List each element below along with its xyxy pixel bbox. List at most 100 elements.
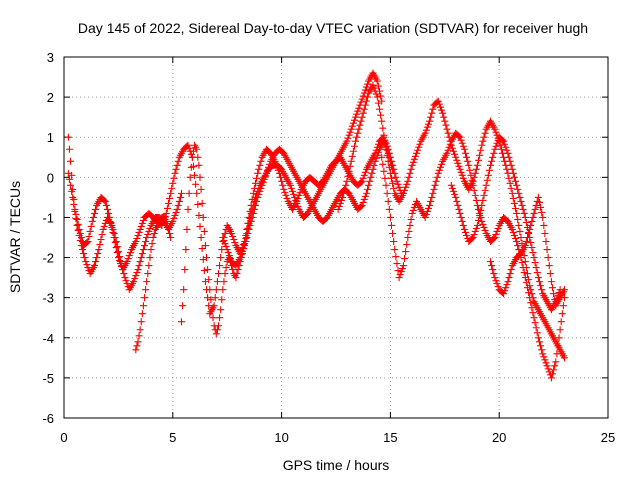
data-point: [136, 326, 144, 334]
data-point: [532, 264, 540, 272]
data-point: [139, 216, 147, 224]
data-point: [441, 117, 449, 125]
data-point: [111, 234, 119, 241]
data-point: [184, 141, 192, 149]
data-point: [139, 302, 147, 310]
data-point: [278, 177, 286, 185]
data-point: [488, 157, 496, 165]
data-point: [114, 254, 122, 262]
data-point: [559, 302, 567, 310]
data-point: [163, 204, 171, 212]
data-point: [139, 246, 147, 254]
data-point: [149, 234, 157, 241]
data-point: [472, 224, 480, 232]
data-point: [213, 278, 221, 286]
data-point: [216, 314, 224, 322]
data-point: [228, 229, 236, 237]
data-point: [522, 218, 530, 226]
data-point: [426, 117, 434, 125]
data-point: [148, 240, 156, 248]
data-point: [370, 84, 378, 92]
data-point: [540, 221, 548, 229]
data-point: [493, 227, 501, 235]
data-point: [519, 205, 527, 213]
data-point: [221, 270, 229, 278]
data-point: [242, 238, 250, 246]
data-point: [137, 318, 145, 326]
data-point: [436, 163, 444, 171]
data-point: [508, 189, 516, 197]
data-point: [146, 254, 154, 262]
data-point: [478, 201, 486, 209]
data-point: [357, 202, 365, 210]
data-point: [357, 178, 365, 186]
data-point: [453, 197, 461, 205]
data-point: [97, 236, 105, 244]
data-point: [166, 194, 174, 202]
data-point: [398, 265, 406, 273]
data-point: [380, 167, 388, 175]
data-point: [416, 140, 424, 148]
data-point: [471, 191, 479, 199]
data-point: [164, 225, 172, 233]
data-point: [395, 274, 403, 282]
data-point: [545, 262, 553, 270]
data-point: [220, 237, 228, 245]
data-point: [539, 350, 547, 358]
data-point: [344, 172, 352, 180]
data-point: [491, 125, 499, 133]
series-arc-3: [132, 213, 175, 354]
data-point: [502, 284, 510, 292]
data-point: [361, 101, 369, 109]
data-point: [407, 165, 415, 173]
data-point: [265, 163, 273, 171]
data-point: [259, 178, 267, 186]
data-point: [472, 196, 480, 204]
data-point: [197, 185, 205, 193]
data-point: [458, 171, 466, 179]
data-point: [295, 191, 303, 199]
data-point: [293, 199, 301, 207]
data-point: [402, 248, 410, 256]
data-point: [380, 131, 388, 139]
data-point: [187, 163, 195, 171]
data-point: [257, 184, 265, 192]
data-point: [389, 229, 397, 237]
data-point: [199, 213, 207, 221]
data-point: [352, 137, 360, 145]
data-point: [280, 185, 288, 193]
data-point: [379, 124, 387, 132]
data-point: [286, 181, 294, 189]
data-point: [503, 281, 511, 289]
data-point: [109, 225, 117, 233]
data-point: [118, 262, 126, 270]
data-point: [507, 184, 515, 192]
data-point: [455, 162, 463, 170]
data-point: [226, 255, 234, 263]
data-point: [255, 190, 263, 198]
data-point: [288, 187, 296, 195]
data-point: [517, 197, 525, 205]
data-point: [454, 159, 462, 167]
chart-title: Day 145 of 2022, Sidereal Day-to-day VTE…: [78, 20, 588, 36]
data-point: [163, 221, 171, 229]
data-point: [523, 234, 531, 241]
data-point: [349, 119, 357, 127]
data-point: [525, 229, 533, 237]
data-point: [353, 133, 361, 141]
data-point: [549, 284, 557, 292]
data-point: [380, 137, 388, 145]
data-point: [123, 258, 131, 266]
data-point: [137, 222, 145, 230]
data-point: [181, 266, 189, 274]
data-point: [184, 205, 192, 213]
data-point: [374, 82, 382, 90]
data-point: [516, 193, 524, 201]
data-point: [510, 173, 518, 181]
data-point: [409, 158, 417, 166]
data-point: [374, 148, 382, 156]
data-point: [102, 201, 110, 209]
data-point: [362, 189, 370, 197]
data-point: [527, 299, 535, 307]
data-point: [81, 254, 89, 262]
